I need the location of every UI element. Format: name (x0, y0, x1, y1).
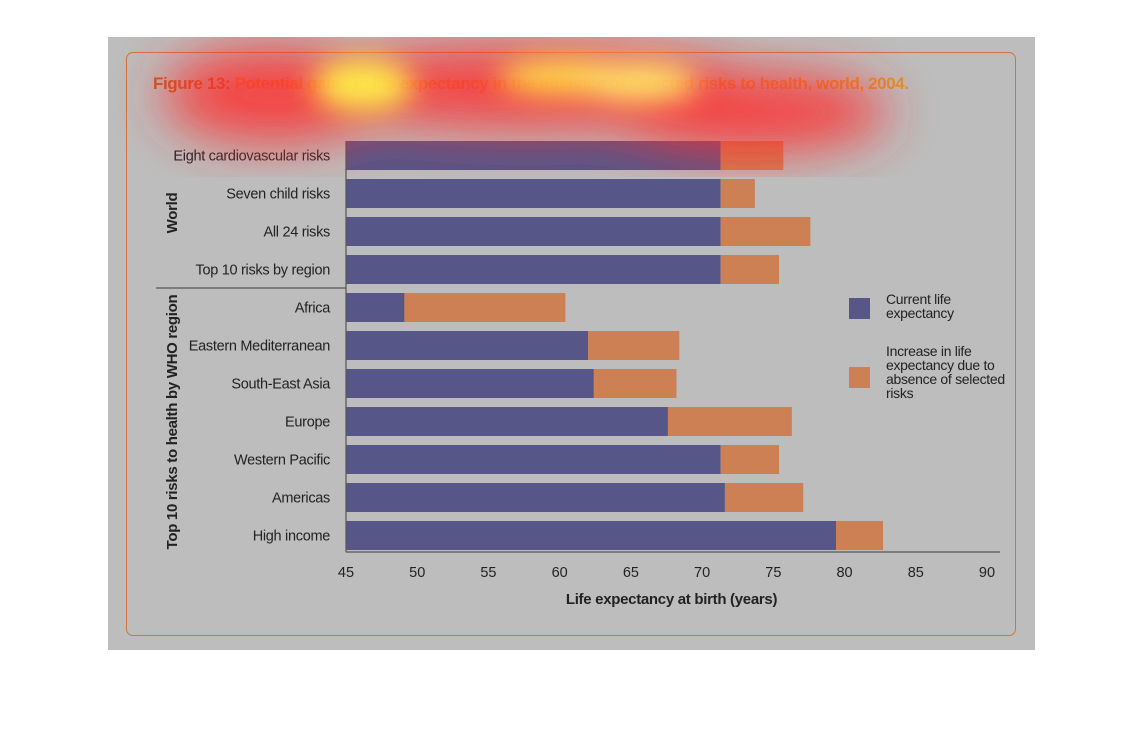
bar-increase-africa (404, 293, 566, 322)
legend-label-increase-line4: risks (886, 385, 914, 401)
bar-increase-europe (667, 407, 792, 436)
bar-increase-eight-cardiovascular-risks (720, 141, 784, 170)
x-tick-label-60: 60 (552, 565, 568, 581)
category-label-eight-cardiovascular-risks: Eight cardiovascular risks (173, 149, 330, 165)
bar-current-south-east-asia (346, 369, 594, 398)
bar-increase-eastern-mediterranean (588, 331, 680, 360)
legend-label-increase-line3: absence of selected (886, 371, 1005, 387)
x-tick-label-75: 75 (765, 565, 781, 581)
category-label-americas: Americas (272, 491, 330, 507)
x-tick-label-70: 70 (694, 565, 710, 581)
legend-label-current: Current life expectancy (886, 292, 954, 320)
group-label-world: World (164, 193, 181, 234)
category-label-top-10-risks-by-region: Top 10 risks by region (196, 263, 331, 279)
bar-current-africa (346, 293, 405, 322)
group-label-top-10-risks-to-health-by-who-region: Top 10 risks to health by WHO region (164, 294, 181, 549)
category-label-europe: Europe (285, 415, 330, 431)
bar-current-western-pacific (346, 445, 721, 474)
category-label-high-income: High income (253, 529, 331, 545)
bar-increase-americas (724, 483, 804, 512)
category-label-seven-child-risks: Seven child risks (226, 187, 330, 203)
legend-label-increase-line1: Increase in life (886, 343, 972, 359)
bar-increase-western-pacific (720, 445, 780, 474)
bar-current-europe (346, 407, 668, 436)
bar-increase-south-east-asia (593, 369, 677, 398)
bar-increase-seven-child-risks (720, 179, 755, 208)
legend-swatch-current (849, 298, 870, 319)
x-tick-label-85: 85 (908, 565, 924, 581)
category-label-eastern-mediterranean: Eastern Mediterranean (189, 339, 330, 355)
x-tick-label-55: 55 (480, 565, 496, 581)
x-tick-label-65: 65 (623, 565, 639, 581)
bar-current-eastern-mediterranean (346, 331, 589, 360)
bar-current-americas (346, 483, 725, 512)
category-label-africa: Africa (295, 301, 332, 317)
bar-current-seven-child-risks (346, 179, 721, 208)
bar-current-high-income (346, 521, 837, 550)
x-tick-label-80: 80 (836, 565, 852, 581)
legend-label-current-line1: Current life (886, 291, 951, 307)
legend-label-increase-line2: expectancy due to (886, 357, 995, 373)
bar-current-top-10-risks-by-region (346, 255, 721, 284)
x-tick-label-50: 50 (409, 565, 425, 581)
bar-increase-high-income (836, 521, 884, 550)
legend-label-current-line2: expectancy (886, 305, 954, 321)
bar-increase-all-24-risks (720, 217, 811, 246)
bar-increase-top-10-risks-by-region (720, 255, 780, 284)
x-tick-label-90: 90 (979, 565, 995, 581)
legend-swatch-increase (849, 367, 870, 388)
category-label-all-24-risks: All 24 risks (264, 225, 331, 241)
category-label-south-east-asia: South-East Asia (231, 377, 331, 393)
x-tick-label-45: 45 (338, 565, 354, 581)
bar-current-eight-cardiovascular-risks (346, 141, 721, 170)
legend-label-increase: Increase in life expectancy due to absen… (886, 344, 1005, 400)
bar-current-all-24-risks (346, 217, 721, 246)
x-axis-label: Life expectancy at birth (years) (566, 591, 778, 608)
category-label-western-pacific: Western Pacific (234, 453, 330, 469)
